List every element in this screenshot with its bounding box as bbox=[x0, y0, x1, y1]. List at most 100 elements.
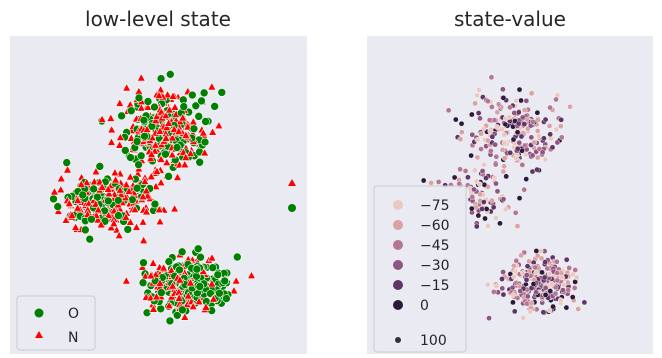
point-n bbox=[121, 276, 131, 285]
point-n bbox=[67, 210, 77, 219]
point-state-value bbox=[540, 309, 547, 316]
point-state-value bbox=[491, 117, 498, 123]
point-n bbox=[208, 127, 218, 136]
point-o bbox=[217, 88, 227, 97]
point-state-value bbox=[547, 131, 553, 138]
point-state-value bbox=[500, 95, 507, 101]
point-n bbox=[147, 149, 157, 158]
point-n bbox=[93, 204, 103, 214]
point-state-value bbox=[468, 152, 474, 159]
hue-legend-label: −60 bbox=[420, 218, 450, 234]
point-state-value bbox=[532, 264, 539, 271]
hue-legend-marker bbox=[393, 280, 403, 290]
point-state-value bbox=[513, 257, 520, 264]
point-state-value bbox=[536, 133, 542, 139]
point-state-value bbox=[528, 134, 535, 141]
point-n bbox=[140, 176, 150, 185]
point-n bbox=[156, 84, 166, 94]
point-state-value bbox=[523, 272, 530, 278]
point-n bbox=[107, 124, 117, 134]
point-o bbox=[165, 316, 175, 326]
point-state-value bbox=[523, 276, 530, 283]
point-state-value bbox=[528, 90, 535, 97]
point-state-value bbox=[500, 291, 507, 298]
legend-label-n: N bbox=[68, 330, 78, 346]
point-state-value bbox=[512, 155, 519, 161]
point-n bbox=[146, 171, 156, 181]
point-state-value bbox=[572, 267, 579, 273]
point-state-value bbox=[458, 129, 465, 135]
point-o bbox=[222, 294, 231, 303]
point-o bbox=[140, 131, 149, 141]
point-state-value bbox=[486, 315, 492, 321]
point-n bbox=[183, 291, 193, 300]
point-n bbox=[161, 110, 171, 119]
point-state-value bbox=[518, 133, 525, 140]
point-state-value bbox=[457, 136, 464, 143]
point-n bbox=[141, 206, 151, 216]
point-state-value bbox=[501, 139, 508, 146]
point-state-value bbox=[521, 186, 527, 193]
point-n bbox=[110, 167, 120, 177]
point-state-value bbox=[567, 103, 573, 110]
point-state-value bbox=[474, 137, 481, 143]
point-o bbox=[132, 137, 142, 146]
point-n bbox=[194, 296, 204, 306]
point-n bbox=[152, 166, 162, 175]
point-n bbox=[170, 203, 180, 213]
point-n bbox=[97, 182, 107, 191]
point-n bbox=[109, 218, 119, 227]
point-state-value bbox=[560, 282, 567, 288]
point-o bbox=[143, 97, 153, 106]
point-n bbox=[178, 112, 188, 122]
hue-legend-label: −30 bbox=[420, 258, 450, 274]
point-state-value bbox=[489, 133, 496, 140]
point-o bbox=[93, 192, 102, 202]
point-n bbox=[174, 126, 184, 135]
point-o bbox=[156, 74, 166, 83]
point-o bbox=[78, 190, 88, 200]
point-state-value bbox=[542, 156, 549, 163]
point-state-value bbox=[493, 180, 499, 187]
point-state-value bbox=[500, 196, 507, 203]
point-state-value bbox=[522, 142, 528, 149]
point-n bbox=[181, 152, 191, 161]
point-state-value bbox=[524, 300, 530, 307]
point-state-value bbox=[518, 97, 524, 104]
point-state-value bbox=[472, 100, 478, 107]
point-state-value bbox=[462, 168, 469, 174]
point-state-value bbox=[517, 288, 524, 294]
point-n bbox=[91, 166, 101, 176]
point-state-value bbox=[520, 315, 526, 321]
point-state-value bbox=[484, 137, 491, 144]
legend-box-left bbox=[16, 295, 96, 351]
point-state-value bbox=[534, 109, 541, 116]
point-n bbox=[155, 216, 165, 226]
point-state-value bbox=[475, 212, 482, 219]
point-state-value bbox=[510, 299, 516, 306]
point-state-value bbox=[524, 263, 531, 269]
points-left bbox=[49, 70, 296, 326]
point-state-value bbox=[546, 307, 553, 314]
point-n bbox=[207, 81, 217, 91]
point-n bbox=[200, 147, 210, 157]
point-o bbox=[192, 264, 202, 274]
point-n bbox=[201, 302, 211, 311]
point-state-value bbox=[515, 120, 522, 127]
point-o bbox=[233, 252, 242, 262]
point-n bbox=[56, 173, 66, 183]
point-n bbox=[164, 105, 175, 114]
point-state-value bbox=[519, 114, 526, 121]
point-n bbox=[104, 210, 114, 219]
point-state-value bbox=[533, 269, 539, 276]
point-o bbox=[139, 115, 149, 125]
point-state-value bbox=[554, 270, 560, 276]
chart-title-right: state-value bbox=[454, 7, 566, 31]
point-state-value bbox=[526, 258, 532, 265]
point-state-value bbox=[500, 269, 506, 275]
point-n bbox=[154, 204, 164, 214]
point-n bbox=[207, 278, 217, 288]
point-o bbox=[95, 162, 105, 171]
point-state-value bbox=[469, 131, 476, 138]
point-state-value bbox=[481, 161, 487, 168]
